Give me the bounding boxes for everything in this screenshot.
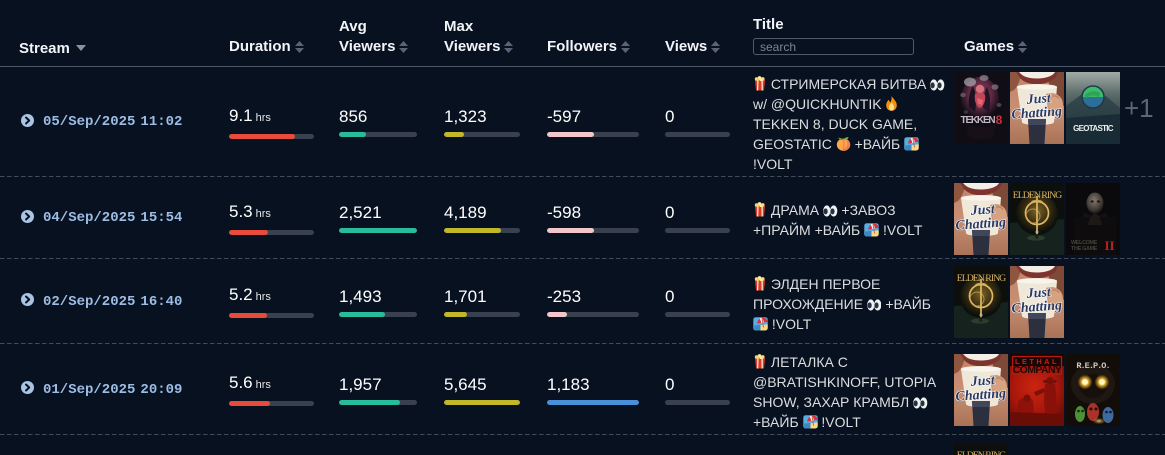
svg-text:R.E.P.O.: R.E.P.O. <box>1076 361 1109 371</box>
svg-text:TEKKEN: TEKKEN <box>961 115 996 126</box>
svg-text:ELDEN RING: ELDEN RING <box>1013 190 1062 201</box>
svg-text:II: II <box>1105 238 1115 253</box>
svg-text:Just: Just <box>1025 285 1052 302</box>
svg-text:GEOTASTIC: GEOTASTIC <box>1073 124 1114 133</box>
svg-text:ELDEN RING: ELDEN RING <box>957 273 1006 284</box>
svg-text:WELCOME: WELCOME <box>1071 240 1098 246</box>
svg-text:Just: Just <box>1025 91 1052 108</box>
svg-text:Chatting: Chatting <box>1011 298 1063 316</box>
svg-text:Chatting: Chatting <box>955 215 1007 233</box>
svg-text:ELDEN RING: ELDEN RING <box>957 450 1006 455</box>
svg-text:Just: Just <box>969 373 996 390</box>
svg-text:THE GAME: THE GAME <box>1071 246 1098 252</box>
svg-text:LETHAL: LETHAL <box>1015 357 1059 366</box>
svg-text:Just: Just <box>969 202 996 219</box>
svg-text:Chatting: Chatting <box>955 386 1007 404</box>
svg-text:COMPANY: COMPANY <box>1013 364 1062 376</box>
svg-text:8: 8 <box>996 113 1003 127</box>
svg-text:Chatting: Chatting <box>1011 104 1063 122</box>
